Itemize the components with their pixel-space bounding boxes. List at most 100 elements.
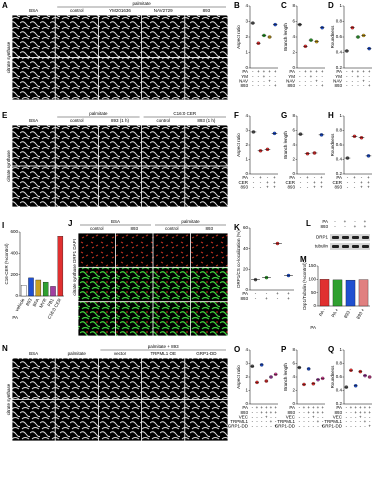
factor-sign: - <box>253 180 255 185</box>
y-tick-label: 0.6 <box>336 142 343 147</box>
blot-strip <box>330 234 370 241</box>
factor-sign: + <box>273 180 276 185</box>
column-label: 893 <box>130 226 138 231</box>
micrograph <box>153 302 191 336</box>
y-tick-label: 1 <box>245 157 248 162</box>
factor-sign: - <box>261 419 263 424</box>
factor-label: PA <box>242 405 248 410</box>
factor-sign: + <box>360 180 363 185</box>
factor-sign: + <box>307 405 310 410</box>
y-tick-label: 40 <box>243 246 249 251</box>
micrograph <box>98 166 142 207</box>
micrograph <box>12 125 55 166</box>
factor-sign: - <box>253 175 255 180</box>
column-label: palmitate <box>68 351 87 356</box>
factor-sign: - <box>314 175 316 180</box>
factor-sign: - <box>270 414 272 419</box>
group-label: palmitate <box>181 219 200 224</box>
factor-label: YM <box>241 74 248 79</box>
y-tick-label: 3 <box>245 128 248 133</box>
factor-sign: - <box>363 83 365 88</box>
factor-sign: - <box>321 74 323 79</box>
panel-letter: H <box>328 111 334 120</box>
factor-sign: - <box>300 184 302 189</box>
y-tick-label: 4 <box>292 374 295 379</box>
blot-sign: - <box>354 219 356 224</box>
micrograph <box>98 358 142 400</box>
factor-sign: - <box>369 419 371 424</box>
band <box>342 245 349 248</box>
panel-letter: M <box>300 255 307 264</box>
factor-sign: + <box>315 78 318 83</box>
y-tick-label: 8 <box>292 113 295 118</box>
blot-row-label: PA <box>322 219 328 224</box>
blot-sign: - <box>344 224 346 229</box>
factor-sign: - <box>354 180 356 185</box>
factor-sign: - <box>258 78 260 83</box>
column-label: 893 (1 h) <box>197 118 216 123</box>
factor-label: YM <box>288 74 295 79</box>
y-axis-label: Roundness <box>330 133 335 157</box>
factor-sign: + <box>263 69 266 74</box>
factor-label: 893 <box>287 184 295 189</box>
y-tick-label: 0.8 <box>336 19 343 24</box>
factor-sign: - <box>322 419 324 424</box>
factor-sign: - <box>321 78 323 83</box>
side-label: citrate synthase DRP1 DAPI <box>72 239 77 296</box>
column-label: YM201636 <box>109 8 131 13</box>
factor-sign: + <box>265 414 268 419</box>
y-tick-label: 600 <box>10 229 18 234</box>
factor-sign: - <box>357 83 359 88</box>
factor-sign: - <box>364 414 366 419</box>
factor-sign: - <box>275 419 277 424</box>
column-label: BSA <box>29 351 38 356</box>
y-tick-label: 0 <box>292 401 295 406</box>
factor-sign: - <box>347 180 349 185</box>
factor-sign: - <box>299 78 301 83</box>
factor-sign: + <box>354 410 357 415</box>
factor-sign: - <box>256 419 258 424</box>
blot-sign: - <box>334 224 336 229</box>
factor-sign: - <box>260 180 262 185</box>
factor-sign: - <box>263 83 265 88</box>
bar <box>42 281 49 297</box>
panel-letter: C <box>281 1 287 10</box>
micrograph <box>142 166 185 207</box>
y-tick-label: 100 <box>308 277 316 282</box>
bar <box>20 285 27 297</box>
micrograph <box>185 57 228 100</box>
x-tick-label: 893 - <box>343 307 353 319</box>
factor-label: TRPML1 <box>324 419 342 424</box>
column-label: NAV2729 <box>154 8 173 13</box>
column-label: 893 (1 h) <box>111 118 130 123</box>
y-tick-label: 0.2 <box>336 171 343 176</box>
x-tick-label: 893 <box>25 297 33 306</box>
y-tick-label: 0.6 <box>336 34 343 39</box>
factor-label: CER <box>332 180 342 185</box>
y-tick-label: 2 <box>292 388 295 393</box>
micrograph <box>55 125 98 166</box>
factor-sign: - <box>354 184 356 189</box>
factor-sign: + <box>321 83 324 88</box>
bar <box>319 279 330 307</box>
factor-sign: - <box>252 74 254 79</box>
micrograph <box>115 302 153 336</box>
x-tick-label: 893 + <box>355 307 365 320</box>
factor-sign: - <box>346 74 348 79</box>
column-label: control <box>70 118 84 123</box>
factor-label: PA <box>310 325 316 330</box>
factor-sign: - <box>252 410 254 415</box>
factor-label: PA <box>336 69 342 74</box>
column-label: TRPML1 OE <box>150 351 176 356</box>
panel-letter: Q <box>328 345 334 354</box>
factor-label: 893 <box>334 184 342 189</box>
factor-sign: - <box>261 424 263 429</box>
factor-sign: + <box>274 405 277 410</box>
factor-sign: - <box>270 424 272 429</box>
band <box>332 236 339 239</box>
factor-sign: - <box>310 83 312 88</box>
factor-sign: - <box>253 184 255 189</box>
y-tick-label: 0.4 <box>336 157 343 162</box>
factor-sign: + <box>276 291 279 296</box>
factor-sign: - <box>303 414 305 419</box>
